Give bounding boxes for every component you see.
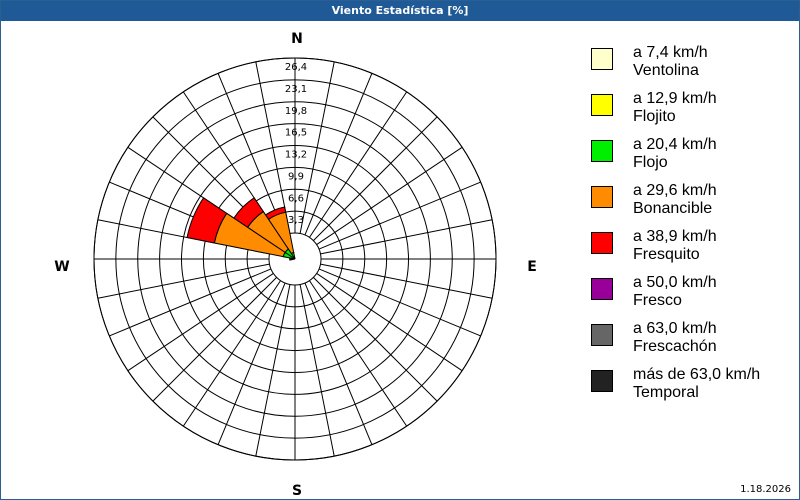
legend-item-ventolina: a 7,4 km/h Ventolina bbox=[591, 44, 791, 90]
grid-spoke bbox=[320, 263, 493, 299]
legend-speed: más de 63,0 km/h bbox=[633, 366, 761, 383]
legend-speed: a 20,4 km/h bbox=[633, 136, 717, 153]
grid-spoke bbox=[109, 268, 272, 337]
legend-swatch bbox=[591, 232, 613, 254]
legend-swatch bbox=[591, 48, 613, 70]
grid-spoke bbox=[316, 273, 463, 372]
grid-spoke bbox=[304, 73, 373, 236]
wind-segment-bonancible bbox=[290, 257, 296, 261]
grid-spoke bbox=[255, 284, 291, 457]
compass-north-label: N bbox=[291, 31, 303, 47]
grid-spoke bbox=[182, 280, 281, 427]
legend-name: Frescachón bbox=[633, 338, 717, 355]
grid-spoke bbox=[152, 277, 277, 402]
legend-item-flojito: a 12,9 km/h Flojito bbox=[591, 90, 791, 136]
window-title: Viento Estadística [%] bbox=[1, 1, 799, 21]
legend-name: Bonancible bbox=[633, 200, 713, 217]
legend-item-fresco: a 50,0 km/h Fresco bbox=[591, 274, 791, 320]
ring-value-label: 16,5 bbox=[285, 128, 307, 139]
ring-value-label: 19,8 bbox=[285, 106, 307, 117]
grid-spoke bbox=[320, 219, 493, 255]
grid-spoke bbox=[304, 282, 373, 445]
ring-value-label: 26,4 bbox=[285, 62, 307, 73]
legend-swatch bbox=[591, 370, 613, 392]
legend-name: Ventolina bbox=[633, 62, 699, 79]
ring-value-label: 23,1 bbox=[285, 84, 307, 95]
legend-swatch bbox=[591, 324, 613, 346]
legend-speed: a 12,9 km/h bbox=[633, 90, 717, 107]
wind-sectors bbox=[186, 197, 296, 261]
grid-spoke bbox=[313, 277, 438, 402]
grid-spoke bbox=[217, 282, 286, 445]
grid-spoke bbox=[309, 280, 408, 427]
wind-segment-fresquito bbox=[289, 257, 292, 261]
grid-spoke bbox=[313, 116, 438, 241]
wind-segment-fresquito bbox=[264, 206, 287, 221]
grid-spoke bbox=[255, 61, 291, 234]
legend-speed: a 63,0 km/h bbox=[633, 320, 717, 337]
legend-item-flojo: a 20,4 km/h Flojo bbox=[591, 136, 791, 182]
legend-speed: a 38,9 km/h bbox=[633, 228, 717, 245]
compass-west-label: W bbox=[54, 259, 69, 275]
grid-spoke bbox=[217, 73, 286, 236]
legend-name: Fresco bbox=[633, 292, 682, 309]
legend-item-fresquito: a 38,9 km/h Fresquito bbox=[591, 228, 791, 274]
legend-swatch bbox=[591, 278, 613, 300]
legend-item-bonancible: a 29,6 km/h Bonancible bbox=[591, 182, 791, 228]
compass-east-label: E bbox=[527, 259, 537, 275]
legend-swatch bbox=[591, 94, 613, 116]
grid-spoke bbox=[299, 61, 335, 234]
grid-spoke bbox=[97, 263, 270, 299]
grid-spoke bbox=[316, 146, 463, 245]
legend-swatch bbox=[591, 186, 613, 208]
ring-value-label: 13,2 bbox=[285, 150, 307, 161]
ring-labels: 3,3 6,6 9,9 13,2 16,5 19,8 23,1 26,4 bbox=[285, 62, 307, 226]
grid-spoke bbox=[318, 181, 481, 250]
grid-spoke bbox=[309, 91, 408, 238]
legend-name: Flojito bbox=[633, 108, 676, 125]
compass-south-label: S bbox=[292, 483, 302, 499]
legend-item-temporal: más de 63,0 km/h Temporal bbox=[591, 366, 791, 412]
grid-spoke bbox=[318, 268, 481, 337]
legend-name: Flojo bbox=[633, 154, 668, 171]
legend-swatch bbox=[591, 140, 613, 162]
grid-spoke bbox=[127, 273, 274, 372]
grid-spoke bbox=[299, 284, 335, 457]
version-label: 1.18.2026 bbox=[740, 484, 791, 495]
wind-segment-fresquito bbox=[186, 197, 228, 244]
legend-speed: a 7,4 km/h bbox=[633, 44, 708, 61]
ring-value-label: 9,9 bbox=[288, 171, 304, 182]
legend-name: Fresquito bbox=[633, 246, 700, 263]
ring-value-label: 3,3 bbox=[288, 215, 304, 226]
legend-name: Temporal bbox=[633, 384, 699, 401]
ring-value-label: 6,6 bbox=[288, 193, 304, 204]
legend-speed: a 50,0 km/h bbox=[633, 274, 717, 291]
wind-rose-chart: 3,3 6,6 9,9 13,2 16,5 19,8 23,1 26,4 N S E W bbox=[54, 31, 537, 499]
wind-segment-fresquito bbox=[233, 197, 265, 229]
legend-speed: a 29,6 km/h bbox=[633, 182, 717, 199]
legend-item-frescachon: a 63,0 km/h Frescachón bbox=[591, 320, 791, 366]
